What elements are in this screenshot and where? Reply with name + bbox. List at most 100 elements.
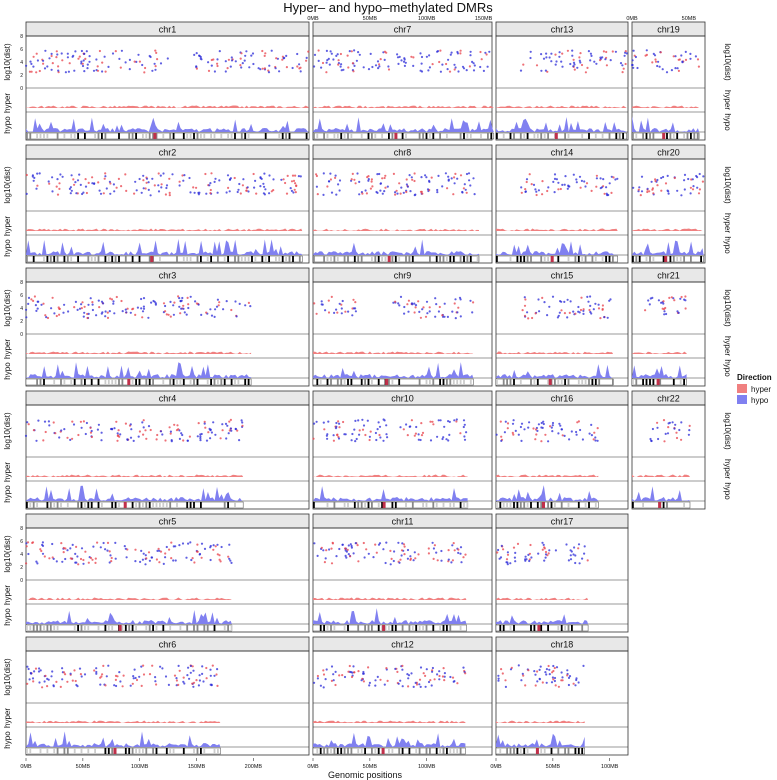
hypo-point <box>392 301 395 304</box>
hyper-point <box>191 682 194 685</box>
ideogram-band <box>683 256 685 262</box>
ideogram-band <box>439 748 441 754</box>
hyper-point <box>417 553 420 556</box>
hypo-point <box>488 50 491 53</box>
ideogram-band <box>63 133 66 139</box>
hyper-point <box>500 435 503 438</box>
hyper-point <box>506 422 510 425</box>
hyper-point <box>452 193 455 196</box>
hypo-point <box>609 59 612 62</box>
hypo-point <box>66 549 69 552</box>
hyper-point <box>102 664 105 668</box>
scatter-points-chr20 <box>632 172 705 197</box>
hypo-point <box>367 179 370 182</box>
hypo-point <box>209 308 212 311</box>
hypo-point <box>377 421 380 424</box>
hypo-point <box>141 63 144 67</box>
ideogram-band <box>213 379 216 385</box>
ideogram-band <box>36 625 38 631</box>
ideogram-band <box>107 379 110 385</box>
hyper-point <box>433 678 436 681</box>
hyper-point <box>432 557 435 561</box>
panel-title-chr22: chr22 <box>657 394 680 404</box>
ideogram-band <box>56 133 59 139</box>
hypo-point <box>46 65 49 68</box>
hypo-point <box>198 54 201 58</box>
hypo-density-chr15 <box>496 364 614 378</box>
hypo-point <box>438 670 441 673</box>
hyper-point <box>62 546 65 550</box>
hypo-point <box>100 300 104 303</box>
hyper-point <box>690 178 693 181</box>
hypo-point <box>115 684 118 688</box>
hyper-point <box>350 178 353 181</box>
hypo-point <box>692 185 695 188</box>
hyper-point <box>210 172 213 175</box>
hypo-point <box>579 428 582 432</box>
hyper-point <box>530 183 533 186</box>
hyper-point <box>549 425 552 428</box>
hypo-point <box>50 675 53 678</box>
hypo-point <box>431 666 434 670</box>
ideogram-band <box>142 748 144 754</box>
hyper-point <box>422 672 425 675</box>
hypo-point <box>666 432 670 435</box>
hypo-point <box>403 305 406 309</box>
ideogram-band <box>435 256 438 262</box>
hyper-point <box>603 192 606 195</box>
hypo-point <box>656 64 659 68</box>
hypo-point <box>327 180 331 183</box>
hyper-point <box>275 57 278 60</box>
hyper-point <box>295 184 298 187</box>
ideogram-band <box>391 502 394 508</box>
hyper-point <box>436 559 439 562</box>
ideogram-band <box>104 748 107 754</box>
hypo-point <box>197 684 200 687</box>
hypo-point <box>602 178 605 181</box>
hyper-point <box>411 178 414 181</box>
hyper-point <box>524 188 527 191</box>
hypo-point <box>27 552 30 556</box>
y-axis-label: log10(dist) <box>3 289 12 327</box>
hyper-point <box>371 185 374 188</box>
hypo-point <box>456 177 459 180</box>
hypo-point <box>112 302 115 305</box>
ideogram-band <box>347 379 349 385</box>
hypo-point <box>417 433 420 436</box>
hyper-point <box>159 550 163 553</box>
hypo-point <box>38 172 41 175</box>
hyper-point <box>420 422 423 425</box>
hyper-point <box>43 555 46 558</box>
hypo-density-chr18 <box>496 733 585 747</box>
hypo-point <box>66 56 69 59</box>
ideogram-band <box>281 256 284 262</box>
hypo-point <box>39 669 42 672</box>
hypo-point <box>385 433 388 436</box>
ideogram-centromere <box>656 379 660 385</box>
hyper-point <box>457 548 460 551</box>
ideogram-band <box>138 379 141 385</box>
hypo-point <box>553 679 557 683</box>
hyper-point <box>568 311 571 314</box>
hyper-point <box>106 541 110 545</box>
hypo-point <box>451 544 454 547</box>
hypo-point <box>657 299 661 302</box>
hypo-point <box>595 177 599 180</box>
hypo-point <box>99 683 102 686</box>
ideogram-band <box>152 748 154 754</box>
hyper-point <box>155 51 158 55</box>
hypo-point <box>154 68 157 71</box>
panel-title-chr4: chr4 <box>159 394 177 404</box>
y-axis-label: log10(dist) <box>3 166 12 204</box>
hypo-point <box>362 670 365 674</box>
ideogram-band <box>463 502 465 508</box>
hypo-point <box>52 557 55 561</box>
hypo-point <box>147 181 150 184</box>
hyper-point <box>621 71 624 74</box>
hyper-point <box>559 187 562 191</box>
hyper-point <box>337 59 340 62</box>
ideogram-band <box>490 133 493 139</box>
hyper-point <box>521 309 524 312</box>
hypo-density-chr22 <box>632 486 690 501</box>
hypo-point <box>524 555 527 558</box>
